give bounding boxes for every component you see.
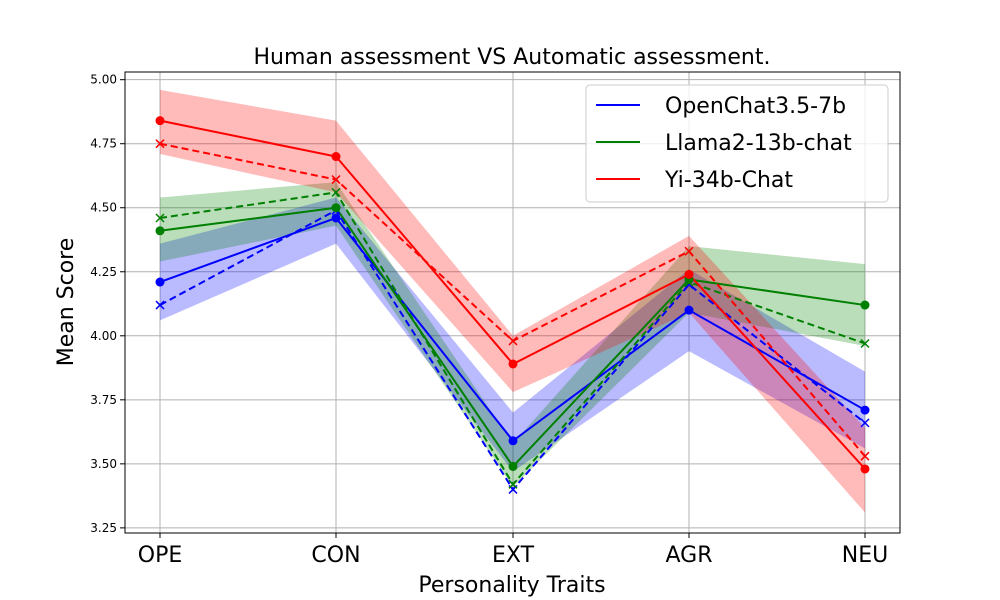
legend-box xyxy=(585,84,889,203)
y-tick-label: 4.50 xyxy=(90,201,117,215)
x-marker-OpenChat3.5-7b xyxy=(155,300,165,310)
legend-label: Yi-34b-Chat xyxy=(664,168,793,193)
point-Yi-34b-Chat xyxy=(508,359,518,369)
series-markers xyxy=(155,116,870,494)
point-OpenChat3.5-7b xyxy=(684,305,694,315)
y-axis-label: Mean Score xyxy=(54,238,79,367)
legend: OpenChat3.5-7b Llama2-13b-chat Yi-34b-Chat xyxy=(585,84,889,203)
band-Llama2-13b-chat xyxy=(160,182,865,487)
y-tick-label: 4.25 xyxy=(90,265,117,279)
y-tick-label: 3.50 xyxy=(90,457,117,471)
point-Llama2-13b-chat xyxy=(508,461,518,471)
chart-title: Human assessment VS Automatic assessment… xyxy=(254,45,771,70)
x-axis-label: Personality Traits xyxy=(418,573,605,598)
legend-label: Llama2-13b-chat xyxy=(665,131,852,156)
point-Llama2-13b-chat xyxy=(155,226,165,236)
x-marker-Llama2-13b-chat xyxy=(508,479,518,489)
x-marker-Yi-34b-Chat xyxy=(684,246,694,256)
point-Yi-34b-Chat xyxy=(860,464,870,474)
x-tick-label: OPE xyxy=(138,543,182,568)
y-tick-label: 5.00 xyxy=(90,73,117,87)
y-axis-ticks: 3.25 3.50 3.75 4.00 4.25 4.50 4.75 5.00 xyxy=(90,73,125,535)
point-OpenChat3.5-7b xyxy=(508,436,518,446)
confidence-bands xyxy=(160,89,865,513)
x-marker-Llama2-13b-chat xyxy=(155,213,165,223)
x-tick-label: AGR xyxy=(666,543,713,568)
x-marker-Llama2-13b-chat xyxy=(684,277,694,287)
x-tick-label: CON xyxy=(311,543,360,568)
x-tick-label: EXT xyxy=(492,543,535,568)
x-marker-Yi-34b-Chat xyxy=(155,139,165,149)
x-marker-Yi-34b-Chat xyxy=(508,336,518,346)
x-marker-OpenChat3.5-7b xyxy=(860,418,870,428)
y-tick-label: 3.25 xyxy=(90,521,117,535)
point-OpenChat3.5-7b xyxy=(155,277,165,287)
point-Yi-34b-Chat xyxy=(331,152,341,162)
point-Yi-34b-Chat xyxy=(684,269,694,279)
point-Yi-34b-Chat xyxy=(155,116,165,126)
x-axis-ticks: OPE CON EXT AGR NEU xyxy=(138,533,888,568)
band-OpenChat3.5-7b xyxy=(160,197,865,472)
point-Llama2-13b-chat xyxy=(331,203,341,213)
point-OpenChat3.5-7b xyxy=(331,213,341,223)
x-marker-Llama2-13b-chat xyxy=(860,338,870,349)
y-tick-label: 4.75 xyxy=(90,137,117,151)
point-OpenChat3.5-7b xyxy=(860,405,870,415)
x-marker-Yi-34b-Chat xyxy=(860,451,870,461)
y-tick-label: 3.75 xyxy=(90,393,117,407)
legend-label: OpenChat3.5-7b xyxy=(665,94,846,119)
x-tick-label: NEU xyxy=(842,543,888,568)
x-marker-Llama2-13b-chat xyxy=(331,187,341,197)
point-Llama2-13b-chat xyxy=(860,300,870,310)
band-Yi-34b-Chat xyxy=(160,89,865,513)
x-marker-Yi-34b-Chat xyxy=(331,175,341,185)
y-tick-label: 4.00 xyxy=(90,329,117,343)
